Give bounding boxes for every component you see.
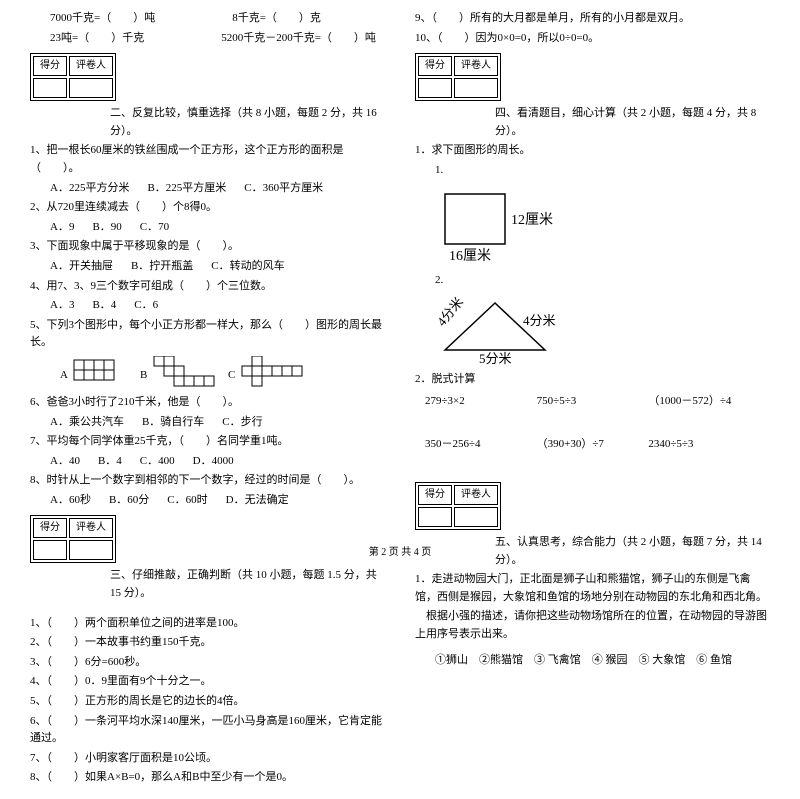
tf: 4、（ ）0．9里面有9个十分之一。 (30, 673, 385, 691)
opt: B．拧开瓶盖 (131, 258, 193, 276)
para: 1．走进动物园大门，正北面是狮子山和熊猫馆，狮子山的东侧是飞禽馆，西侧是猴园，大… (415, 571, 770, 606)
opt: C．6 (134, 297, 158, 315)
q: 2．脱式计算 (415, 371, 770, 389)
section-2-header: 得分评卷人 (30, 53, 385, 101)
opt: A．60秒 (50, 492, 91, 510)
opt: C．360平方厘米 (244, 180, 323, 198)
svg-text:C: C (228, 369, 235, 381)
section-4-title: 四、看清题目，细心计算（共 2 小题，每题 4 分，共 8 分）。 (475, 105, 770, 140)
tf: 1、（ ）两个面积单位之间的进率是100。 (30, 615, 385, 633)
legend-labels: ①狮山 ②熊猫馆 ③ 飞禽馆 ④ 猴园 ⑤ 大象馆 ⑥ 鱼馆 (415, 652, 770, 670)
opt: C．70 (140, 219, 169, 237)
left-column: 7000千克=（ ）吨 8千克=（ ）克 23吨=（ ）千克 5200千克－20… (30, 10, 385, 789)
svg-text:4分米: 4分米 (523, 313, 556, 328)
para: 根据小强的描述，请你把这些动物场馆所在的位置，在动物园的导游图上用序号表示出来。 (415, 608, 770, 643)
q: 2、从720里连续减去（ ）个8得0。 (30, 199, 385, 217)
section-4-header: 得分评卷人 (415, 53, 770, 101)
svg-text:5分米: 5分米 (479, 351, 512, 365)
expr: 350－256÷4 (425, 436, 537, 454)
opt: B．60分 (109, 492, 149, 510)
score-box: 得分评卷人 (30, 53, 116, 101)
q: 1、把一根长60厘米的铁丝围成一个正方形，这个正方形的面积是（ ）。 (30, 142, 385, 177)
tf: 8、（ ）如果A×B=0，那么A和B中至少有一个是0。 (30, 769, 385, 787)
right-column: 9、（ ）所有的大月都是单月，所有的小月都是双月。 10、（ ）因为0×0=0，… (415, 10, 770, 789)
opt: D．无法确定 (226, 492, 289, 510)
opt: A．3 (50, 297, 74, 315)
opt: B．4 (92, 297, 116, 315)
section-3-title: 三、仔细推敲，正确判断（共 10 小题，每题 1.5 分，共 15 分）。 (90, 567, 385, 602)
triangle-figure: 4分米 4分米 5分米 (415, 295, 770, 365)
opt: A．40 (50, 453, 80, 471)
svg-text:12厘米: 12厘米 (511, 212, 553, 228)
square-figure: 12厘米 16厘米 (415, 186, 770, 266)
q: 1．求下面图形的周长。 (415, 142, 770, 160)
grader-label: 评卷人 (69, 518, 113, 538)
page-footer: 第 2 页 共 4 页 (0, 545, 800, 561)
opt: C．60时 (167, 492, 207, 510)
polyomino-shapes: A B C (60, 356, 385, 390)
tf: 7、（ ）小明家客厅面积是10公顷。 (30, 750, 385, 768)
svg-text:A: A (60, 369, 68, 381)
expr: （390+30）÷7 (537, 436, 649, 454)
opt: B．骑自行车 (142, 414, 204, 432)
tf: 6、（ ）一条河平均水深140厘米，一匹小马身高是160厘米，它肯定能通过。 (30, 713, 385, 748)
calc-row: 350－256÷4 （390+30）÷7 2340÷5÷3 (425, 436, 760, 454)
q: 6、爸爸3小时行了210千米，他是（ ）。 (30, 394, 385, 412)
score-label: 得分 (33, 518, 67, 538)
q: 4、用7、3、9三个数字可组成（ ）个三位数。 (30, 278, 385, 296)
tf: 2、（ ）一本故事书约重150千克。 (30, 634, 385, 652)
opt: B．90 (92, 219, 121, 237)
opt: B．225平方厘米 (147, 180, 226, 198)
tf: 10、（ ）因为0×0=0，所以0÷0=0。 (415, 30, 770, 48)
opt: C．转动的风车 (211, 258, 284, 276)
q: 5、下列3个图形中，每个小正方形都一样大，那么（ ）图形的周长最长。 (30, 317, 385, 352)
tf: 3、（ ）6分=600秒。 (30, 654, 385, 672)
opt: A．乘公共汽车 (50, 414, 124, 432)
q: 7、平均每个同学体重25千克，（ ）名同学重1吨。 (30, 433, 385, 451)
grader-label: 评卷人 (69, 56, 113, 76)
section-2-title: 二、反复比较，慎重选择（共 8 小题，每题 2 分，共 16 分）。 (90, 105, 385, 140)
score-label: 得分 (418, 56, 452, 76)
opt: C．步行 (222, 414, 262, 432)
svg-text:4分米: 4分米 (434, 295, 466, 329)
q: 8、时针从上一个数字到相邻的下一个数字，经过的时间是（ ）。 (30, 472, 385, 490)
score-label: 得分 (33, 56, 67, 76)
conv-line: 23吨=（ ）千克 5200千克－200千克=（ ）吨 (50, 30, 385, 48)
tf: 5、（ ）正方形的周长是它的边长的4倍。 (30, 693, 385, 711)
expr: 279÷3×2 (425, 393, 537, 411)
grader-label: 评卷人 (454, 56, 498, 76)
svg-text:16厘米: 16厘米 (449, 248, 491, 264)
expr: 750÷5÷3 (537, 393, 649, 411)
opt: A．开关抽屉 (50, 258, 113, 276)
opt: B．4 (98, 453, 122, 471)
score-label: 得分 (418, 485, 452, 505)
q: 3、下面现象中属于平移现象的是（ ）。 (30, 238, 385, 256)
section-5-header: 得分评卷人 (415, 482, 770, 530)
tf: 9、（ ）所有的大月都是单月，所有的小月都是双月。 (415, 10, 770, 28)
expr: （1000－572）÷4 (648, 393, 760, 411)
opt: A．225平方分米 (50, 180, 129, 198)
grader-label: 评卷人 (454, 485, 498, 505)
calc-row: 279÷3×2 750÷5÷3 （1000－572）÷4 (425, 393, 760, 411)
svg-text:B: B (140, 369, 147, 381)
score-box: 得分评卷人 (415, 53, 501, 101)
opt: C．400 (140, 453, 175, 471)
score-box: 得分评卷人 (415, 482, 501, 530)
opt: A．9 (50, 219, 74, 237)
expr: 2340÷5÷3 (648, 436, 760, 454)
opt: D．4000 (193, 453, 234, 471)
conv-line: 7000千克=（ ）吨 8千克=（ ）克 (50, 10, 385, 28)
